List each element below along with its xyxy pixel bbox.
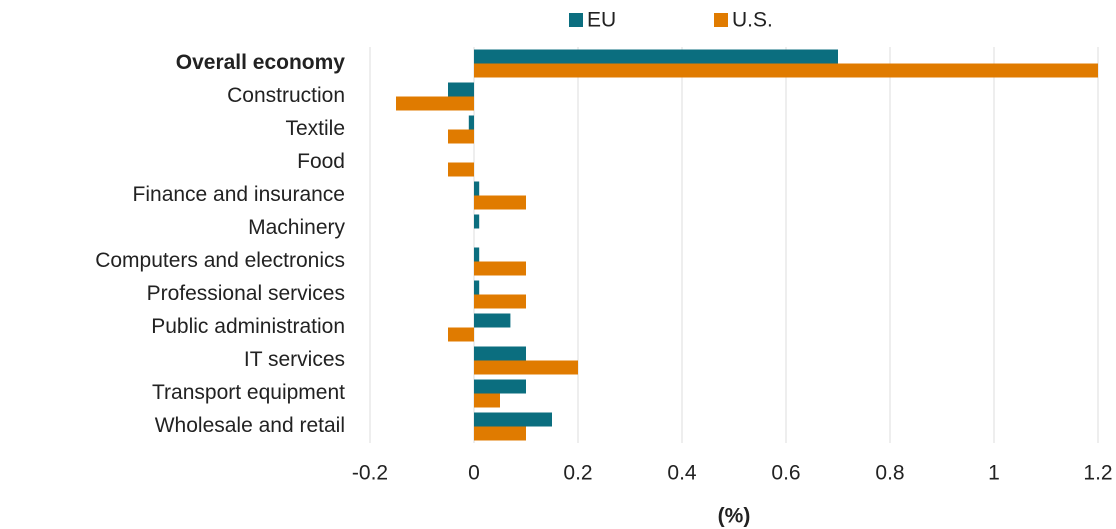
bar	[474, 214, 480, 229]
bar	[474, 313, 511, 328]
bar	[396, 96, 474, 111]
bar	[474, 247, 480, 262]
y-tick-label: Transport equipment	[152, 381, 345, 404]
y-tick-label: Public administration	[151, 315, 345, 338]
y-tick-label: Machinery	[248, 216, 345, 239]
y-tick-label: Wholesale and retail	[155, 414, 345, 437]
bar	[468, 115, 474, 130]
bar	[474, 379, 526, 394]
bar	[448, 82, 474, 97]
x-tick-label: 0.6	[771, 462, 800, 485]
bar	[448, 162, 474, 177]
y-tick-label: Food	[297, 150, 345, 173]
y-tick-label: Textile	[285, 117, 345, 140]
bar	[474, 261, 526, 276]
legend-swatch	[569, 13, 583, 27]
x-tick-label: 0	[468, 462, 480, 485]
bar	[474, 393, 500, 408]
bar	[448, 129, 474, 144]
y-tick-label: IT services	[244, 348, 345, 371]
bar	[474, 346, 526, 361]
y-tick-label: Computers and electronics	[95, 249, 345, 272]
bar	[474, 280, 480, 295]
bar	[474, 294, 526, 309]
bar	[474, 63, 1098, 78]
y-tick-label: Overall economy	[176, 51, 346, 74]
bar	[474, 181, 480, 196]
x-tick-label: 0.4	[667, 462, 697, 485]
y-tick-label: Construction	[227, 84, 345, 107]
bar	[448, 327, 474, 342]
bar	[474, 426, 526, 441]
x-tick-label: 1.2	[1083, 462, 1112, 485]
legend-label: EU	[587, 9, 616, 32]
legend-swatch	[714, 13, 728, 27]
bar	[474, 49, 838, 64]
bar	[474, 412, 552, 427]
legend-label: U.S.	[732, 9, 773, 32]
x-axis-label: (%)	[718, 505, 751, 528]
y-tick-label: Finance and insurance	[133, 183, 345, 206]
x-tick-label: -0.2	[352, 462, 388, 485]
x-tick-label: 0.2	[563, 462, 592, 485]
x-tick-label: 1	[988, 462, 1000, 485]
bar	[474, 195, 526, 210]
x-tick-label: 0.8	[875, 462, 904, 485]
bar	[474, 360, 578, 375]
y-tick-label: Professional services	[147, 282, 345, 305]
